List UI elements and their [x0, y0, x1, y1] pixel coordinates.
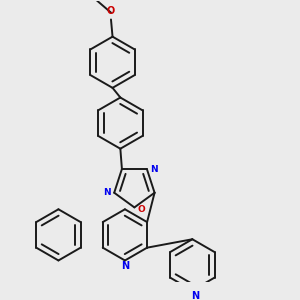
Text: N: N: [150, 164, 158, 173]
Text: O: O: [137, 206, 145, 214]
Text: N: N: [103, 188, 111, 197]
Text: O: O: [107, 6, 115, 16]
Text: N: N: [121, 261, 129, 271]
Text: N: N: [191, 291, 199, 300]
